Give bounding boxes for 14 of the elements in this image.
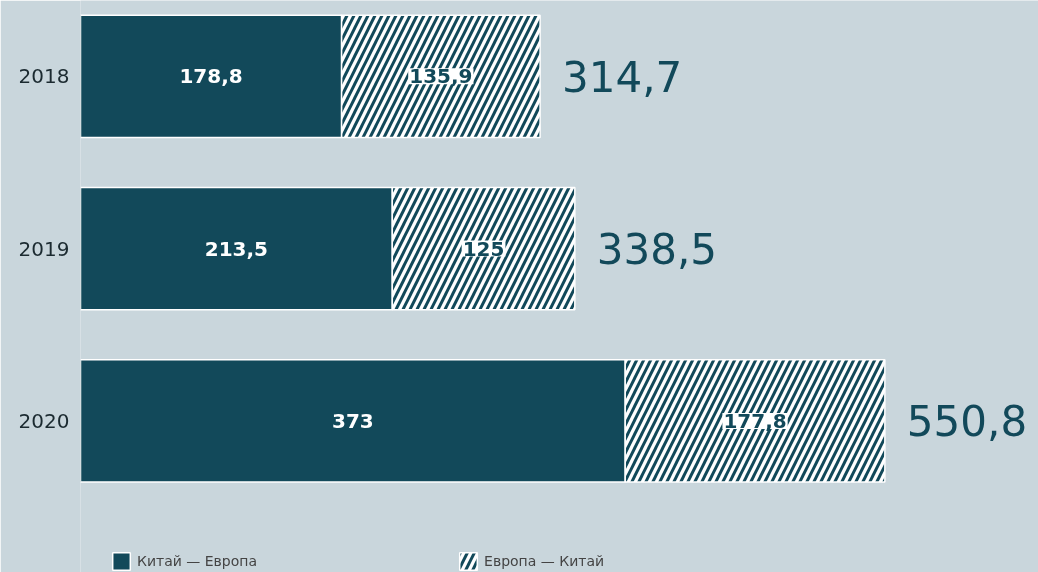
total-label: 338,5 <box>596 225 718 275</box>
data-label: 135,9 <box>409 64 473 89</box>
data-label: 373 <box>331 408 374 433</box>
data-label: 177,8 <box>723 408 787 433</box>
legend-label: Китай — Европа <box>137 553 258 569</box>
y-tick-label: 2019 <box>18 236 70 261</box>
total-label: 550,8 <box>906 397 1028 447</box>
data-label: 178,8 <box>179 64 243 89</box>
data-label: 125 <box>462 236 505 261</box>
legend-label: Европа — Китай <box>484 553 605 569</box>
y-tick-label: 2020 <box>18 408 70 433</box>
data-label: 213,5 <box>204 236 269 261</box>
total-label: 314,7 <box>562 52 683 102</box>
y-tick-label: 2018 <box>18 64 70 89</box>
